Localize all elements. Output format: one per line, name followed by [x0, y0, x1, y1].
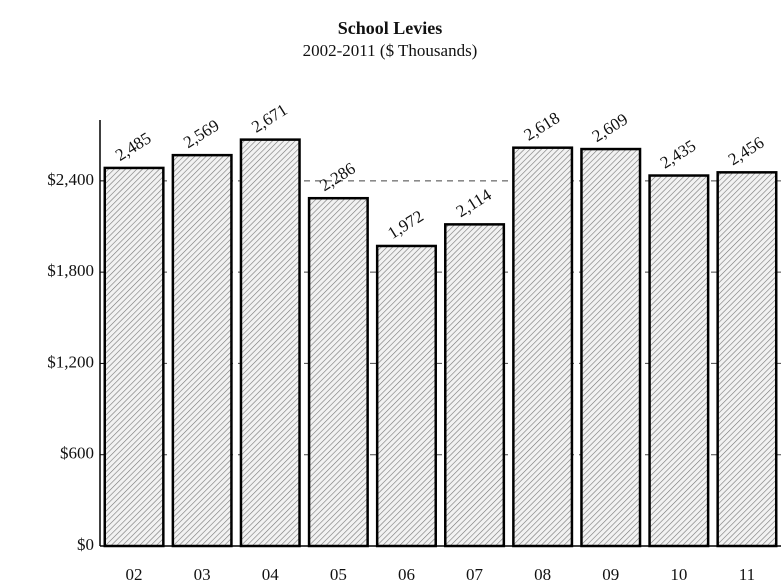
y-tick-label: $600 [60, 444, 94, 463]
y-tick-label: $0 [77, 535, 94, 554]
value-label: 2,671 [248, 100, 291, 136]
x-tick-label: 11 [739, 565, 755, 584]
bar [648, 174, 710, 548]
bar [512, 146, 574, 548]
x-tick-label: 08 [534, 565, 551, 584]
x-tick-label: 02 [126, 565, 143, 584]
bar [307, 196, 369, 548]
chart-title: School Levies [338, 18, 443, 38]
y-tick-label: $1,800 [47, 261, 94, 280]
x-tick-label: 04 [262, 565, 280, 584]
value-label: 2,114 [453, 185, 495, 221]
bar [103, 166, 165, 548]
value-label: 2,609 [589, 110, 632, 146]
value-label: 2,456 [725, 133, 768, 169]
bar [239, 138, 301, 548]
value-label: 1,972 [384, 206, 427, 242]
bar [716, 171, 778, 548]
x-tick-label: 10 [670, 565, 687, 584]
value-label: 2,618 [521, 108, 564, 144]
bar [444, 223, 506, 548]
value-label: 2,485 [112, 128, 155, 164]
bar [171, 153, 233, 548]
y-tick-label: $1,200 [47, 352, 94, 371]
bar [375, 244, 437, 548]
x-tick-label: 07 [466, 565, 484, 584]
y-tick-label: $2,400 [47, 170, 94, 189]
x-tick-label: 03 [194, 565, 211, 584]
chart-subtitle: 2002-2011 ($ Thousands) [303, 41, 478, 60]
x-tick-label: 05 [330, 565, 347, 584]
x-tick-label: 06 [398, 565, 415, 584]
value-label: 2,569 [180, 116, 223, 152]
value-label: 2,286 [316, 159, 359, 195]
value-label: 2,435 [657, 136, 700, 172]
x-tick-label: 09 [602, 565, 619, 584]
bar [580, 147, 642, 548]
